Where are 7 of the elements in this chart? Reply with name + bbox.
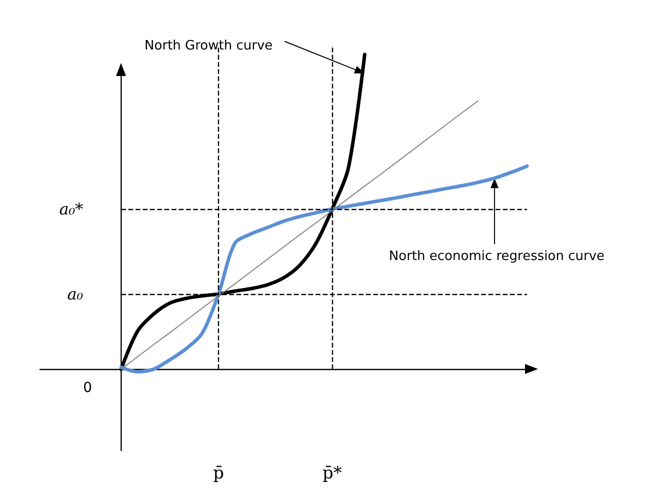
ref-line-label: a₀ [67, 284, 84, 304]
text: 0 [83, 380, 92, 396]
text: North Growth curve [144, 38, 273, 54]
ref-line-label: a₀* [59, 200, 84, 219]
x-tick-label: p̄* [322, 464, 342, 484]
annotation: North economic regression curve [388, 249, 605, 264]
x-tick-label: p̄ [213, 464, 224, 484]
